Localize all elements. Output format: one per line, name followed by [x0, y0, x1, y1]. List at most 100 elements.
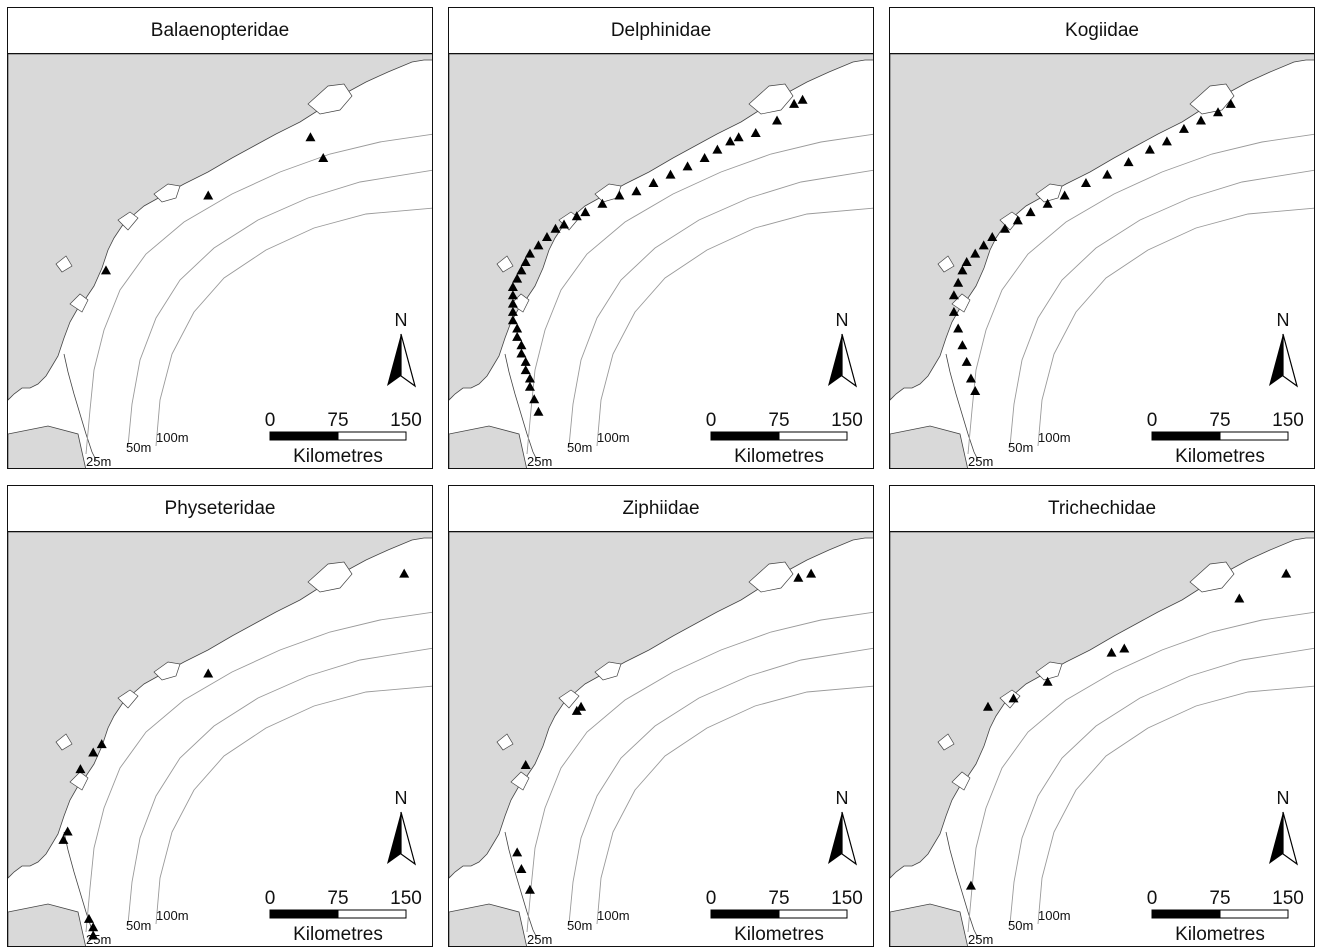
sighting-triangle-icon	[1000, 223, 1011, 233]
sighting-triangle-icon	[512, 847, 523, 857]
sighting-triangle-icon	[399, 568, 410, 578]
panel-title: Trichechidae	[890, 486, 1314, 532]
sighting-triangle-icon	[793, 572, 804, 582]
depth-contour	[526, 611, 873, 933]
sighting-triangle-icon	[541, 232, 552, 242]
north-label: N	[395, 310, 408, 330]
scale-bar-white	[778, 431, 848, 441]
sighting-triangle-icon	[576, 701, 587, 711]
depth-contour	[1009, 647, 1314, 925]
depth-label: 50m	[126, 440, 151, 455]
scale-unit-label: Kilometres	[734, 924, 824, 945]
bay	[117, 211, 139, 231]
sighting-triangle-icon	[507, 315, 518, 325]
sighting-triangle-icon	[797, 94, 808, 104]
sighting-triangle-icon	[665, 169, 676, 179]
bay	[55, 255, 73, 273]
sighting-triangle-icon	[318, 153, 329, 162]
depth-contour	[568, 169, 873, 447]
barrier-island	[504, 831, 538, 939]
scale-tick-label: 150	[831, 410, 863, 431]
barrier-island	[945, 831, 979, 939]
sighting-triangle-icon	[88, 922, 99, 932]
panel-title: Balaenopteridae	[8, 8, 432, 54]
scale-tick-label: 75	[327, 410, 348, 431]
bay	[69, 293, 89, 313]
sighting-triangle-icon	[597, 198, 608, 208]
scale-unit-label: Kilometres	[293, 924, 383, 945]
scale-bar-black	[1151, 909, 1221, 919]
scale-tick-label: 150	[1272, 410, 1304, 431]
depth-contour	[85, 611, 432, 933]
bay	[153, 661, 181, 681]
depth-contour	[568, 647, 873, 925]
sighting-triangle-icon	[1178, 123, 1189, 133]
bay	[951, 771, 971, 791]
sighting-triangle-icon	[1225, 98, 1236, 108]
sighting-triangle-icon	[712, 144, 723, 154]
land-area-south	[890, 903, 968, 946]
scale-bar-black	[710, 909, 780, 919]
scale-bar-white	[1219, 431, 1289, 441]
map-panel-delphinidae: Delphinidae 25m 50m 100m N 0 75 150 Kilometres	[448, 7, 874, 469]
sighting-triangle-icon	[571, 705, 582, 715]
north-arrow-icon	[828, 334, 842, 386]
sighting-triangle-icon	[953, 277, 964, 287]
scale-unit-label: Kilometres	[734, 446, 824, 467]
depth-label: 50m	[1008, 440, 1033, 455]
sighting-triangle-icon	[1195, 115, 1206, 125]
north-label: N	[395, 788, 408, 808]
sighting-triangle-icon	[978, 240, 989, 250]
sighting-triangle-icon	[699, 153, 710, 162]
north-arrow-icon-half	[1282, 333, 1299, 388]
depth-contour	[596, 685, 873, 925]
depth-contour	[127, 647, 432, 925]
bay	[937, 255, 955, 273]
depth-label: 50m	[567, 440, 592, 455]
depth-label: 100m	[156, 430, 189, 445]
sighting-triangle-icon	[1144, 144, 1155, 154]
sighting-triangle-icon	[1213, 107, 1224, 117]
sighting-triangle-icon	[1059, 190, 1070, 200]
sighting-triangle-icon	[982, 701, 993, 711]
sighting-triangle-icon	[1008, 693, 1019, 703]
scale-tick-label: 150	[831, 888, 863, 909]
scale-bar-black	[710, 431, 780, 441]
land-area-south	[8, 425, 86, 468]
depth-label: 100m	[597, 430, 630, 445]
map-panel-physeteridae: Physeteridae 25m 50m 100m N 0 75 150 Kilometres	[7, 485, 433, 947]
sighting-triangle-icon	[1042, 676, 1053, 686]
sighting-triangle-icon	[682, 161, 693, 171]
sighting-triangle-icon	[58, 834, 69, 844]
sighting-triangle-icon	[1119, 643, 1130, 653]
sighting-triangle-icon	[516, 348, 527, 358]
land-area-south	[449, 425, 527, 468]
sighting-triangle-icon	[1102, 169, 1113, 179]
bay	[496, 255, 514, 273]
depth-label: 100m	[597, 908, 630, 923]
panel-title: Physeteridae	[8, 486, 432, 532]
scale-bar-black	[1151, 431, 1221, 441]
north-arrow-icon	[1269, 334, 1283, 386]
scale-bar-black	[269, 431, 339, 441]
scale-unit-label: Kilometres	[293, 446, 383, 467]
sighting-triangle-icon	[520, 356, 531, 366]
bay	[1035, 183, 1063, 203]
sighting-triangle-icon	[1161, 136, 1172, 146]
sighting-triangle-icon	[520, 365, 531, 375]
depth-label: 25m	[968, 932, 993, 947]
north-label: N	[836, 788, 849, 808]
depth-contour	[1037, 685, 1314, 925]
sighting-triangle-icon	[957, 340, 968, 350]
scale-unit-label: Kilometres	[1175, 446, 1265, 467]
scale-unit-label: Kilometres	[1175, 924, 1265, 945]
north-arrow-icon	[1269, 812, 1283, 864]
sighting-triangle-icon	[750, 128, 761, 138]
north-arrow-icon-half	[1282, 811, 1299, 866]
sighting-triangle-icon	[62, 826, 73, 836]
sighting-triangle-icon	[507, 298, 518, 308]
scale-tick-label: 75	[768, 888, 789, 909]
sighting-triangle-icon	[533, 240, 544, 250]
bay	[1035, 661, 1063, 681]
